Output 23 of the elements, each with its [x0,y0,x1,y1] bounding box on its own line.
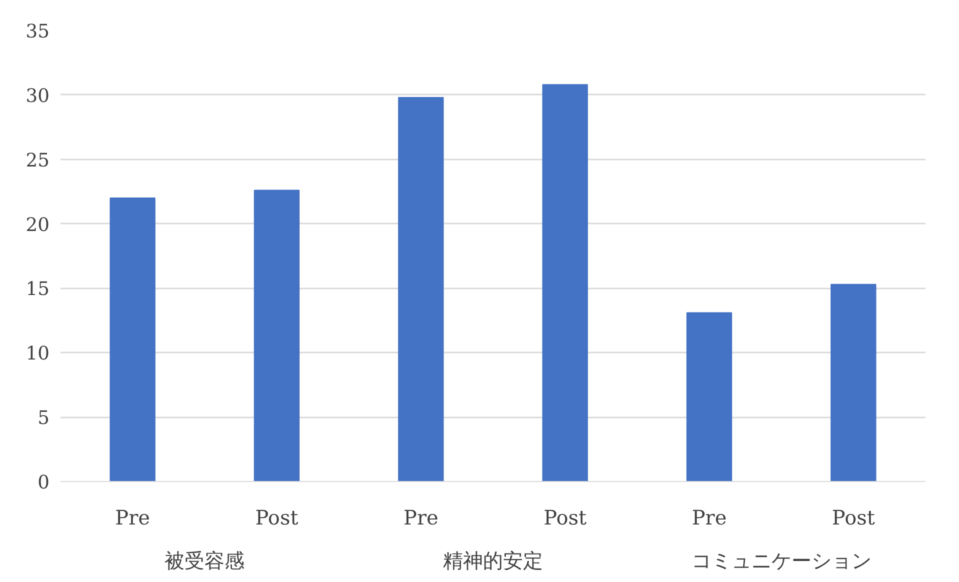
text: コミュニケーション [691,548,872,572]
text: 精神的安定 [443,548,543,572]
bar [398,97,444,482]
bar [542,84,588,482]
x-tick-label: Pre [115,506,150,530]
y-tick-label: 10 [26,344,50,365]
x-tick-label: Pre [692,506,727,530]
bar [254,190,300,482]
y-tick-label: 20 [26,214,50,236]
y-tick-label: 35 [26,22,50,42]
bar [110,198,156,482]
bar [830,284,876,482]
text: 被受容感 [164,548,245,572]
y-tick-label: 5 [38,408,50,430]
x-tick-label: Post [255,506,298,530]
y-tick-label: 0 [38,472,50,494]
y-tick-label: 30 [26,86,50,107]
x-tick-label: Pre [403,506,438,530]
x-tick-label: Post [832,506,875,530]
x-tick-label: Post [544,506,587,530]
y-tick-label: 15 [26,279,50,300]
bar [686,312,732,482]
y-tick-label: 25 [26,150,50,172]
